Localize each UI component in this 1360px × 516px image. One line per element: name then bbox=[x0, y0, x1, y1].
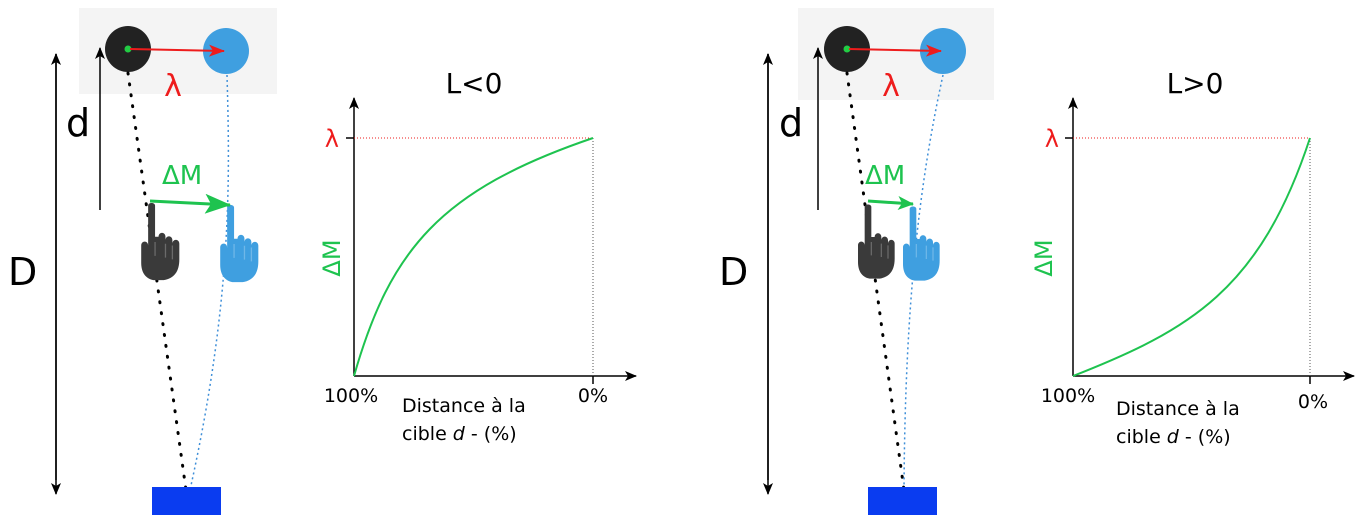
delta-m-label: ΔM bbox=[162, 161, 202, 191]
left-chart: L<0 λ ΔM 100% 0% Distance à la cible d -… bbox=[318, 67, 637, 445]
chart-title: L<0 bbox=[446, 67, 503, 100]
y-tick-label: λ bbox=[325, 125, 339, 153]
delta-m-arrow bbox=[867, 196, 914, 210]
y-axis-label: ΔM bbox=[318, 239, 346, 276]
green-center-dot-icon bbox=[843, 45, 851, 53]
right-chart: L>0 λ ΔM 100% 0% Distance à la cible d -… bbox=[1030, 67, 1355, 448]
D-label: D bbox=[719, 250, 748, 294]
x-end-label: 0% bbox=[1298, 391, 1328, 413]
x-axis-label-line1: Distance à la bbox=[1116, 398, 1240, 420]
virtual-hand-path bbox=[903, 74, 944, 491]
y-tick-label: λ bbox=[1045, 125, 1059, 153]
lambda-arrow bbox=[848, 44, 942, 57]
virtual-hand-path bbox=[189, 74, 230, 491]
x-start-label: 100% bbox=[1041, 385, 1095, 407]
lambda-label: λ bbox=[882, 69, 900, 104]
lambda-arrow bbox=[129, 44, 225, 57]
delta-m-curve bbox=[353, 137, 594, 377]
blue-hand-icon bbox=[219, 204, 260, 283]
y-axis-label: ΔM bbox=[1030, 239, 1058, 276]
x-axis-label-line2: cible d - (%) bbox=[402, 423, 517, 445]
chart-title: L>0 bbox=[1167, 67, 1224, 100]
D-label: D bbox=[8, 250, 37, 294]
blue-target-rect-icon bbox=[152, 487, 221, 515]
x-axis-label-line1: Distance à la bbox=[402, 395, 526, 417]
x-axis-label-line2: cible d - (%) bbox=[1116, 426, 1231, 448]
x-end-label: 0% bbox=[578, 385, 608, 407]
real-hand-path bbox=[845, 71, 906, 492]
blue-disk-icon bbox=[920, 28, 966, 74]
black-hand-icon bbox=[857, 203, 896, 280]
d-label: d bbox=[66, 101, 90, 145]
left-panel: λ D d ΔM L<0 λ ΔM 100% bbox=[8, 8, 637, 515]
blue-hand-icon bbox=[902, 205, 941, 282]
right-panel: λ D d ΔM L>0 λ ΔM 100% 0% Distance à la bbox=[719, 8, 1355, 515]
lambda-label: λ bbox=[164, 69, 182, 104]
d-label: d bbox=[779, 101, 803, 145]
delta-m-arrow bbox=[149, 193, 231, 214]
real-hand-path bbox=[126, 71, 188, 492]
blue-target-rect-icon bbox=[868, 487, 937, 515]
green-center-dot-icon bbox=[124, 45, 132, 53]
delta-m-label: ΔM bbox=[865, 161, 905, 191]
delta-m-curve bbox=[1072, 137, 1311, 377]
x-start-label: 100% bbox=[324, 385, 378, 407]
blue-disk-icon bbox=[203, 28, 249, 74]
